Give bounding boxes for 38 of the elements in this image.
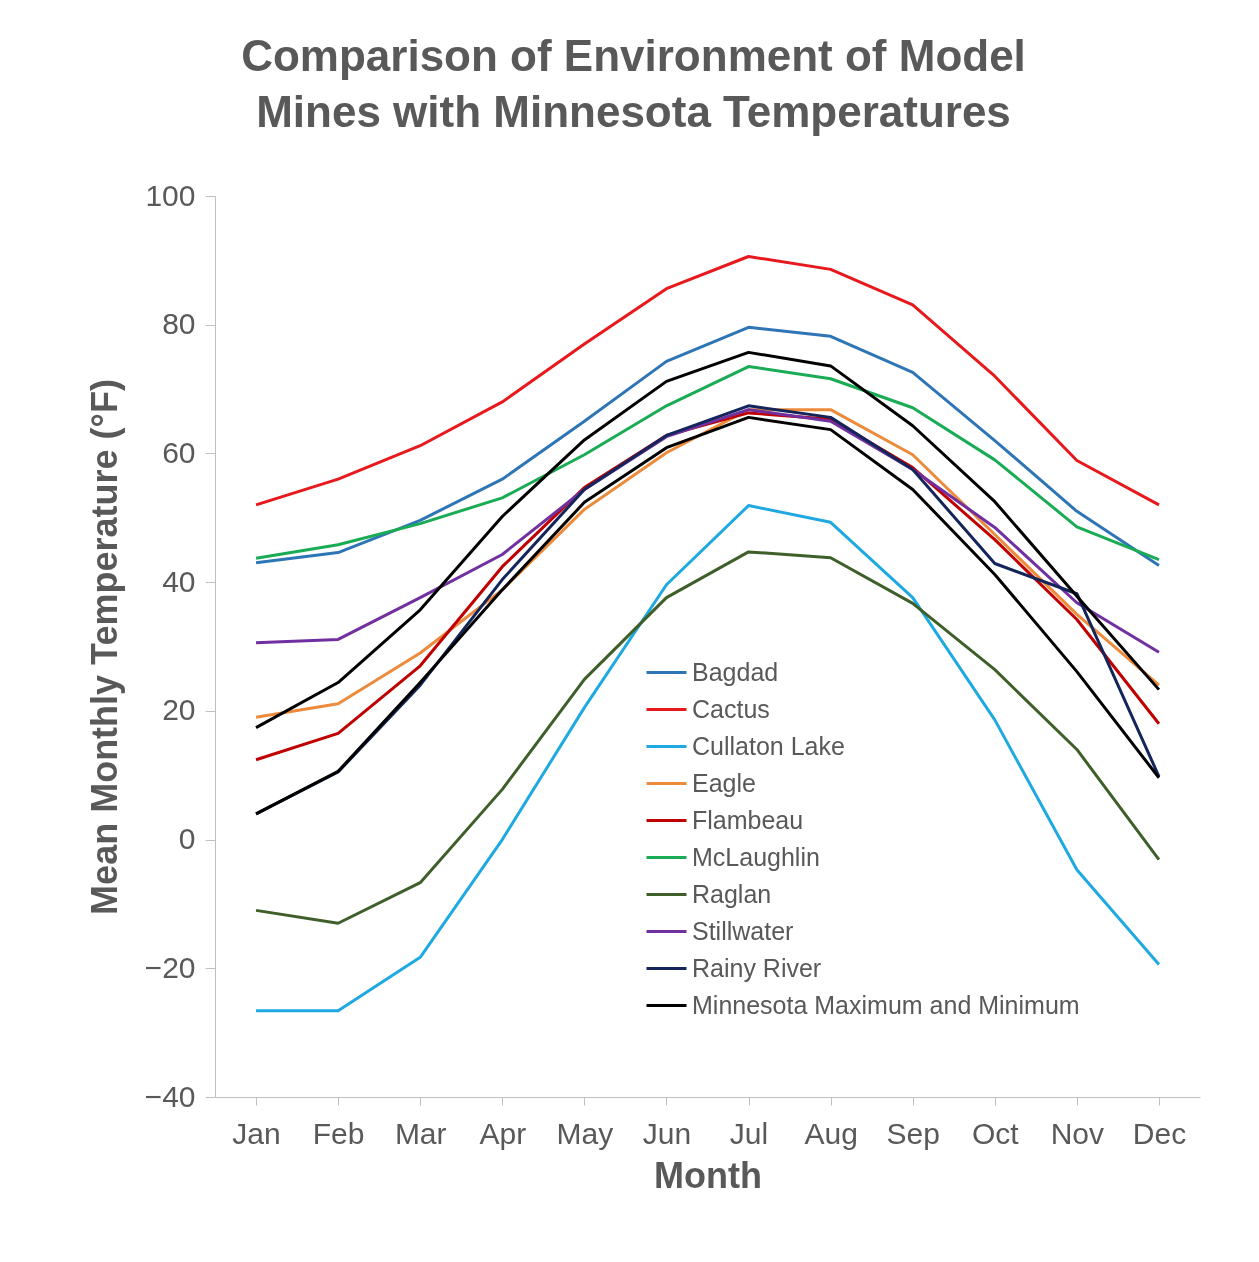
line-series	[254, 504, 1161, 1013]
x-tick-label: Aug	[804, 1116, 858, 1150]
legend-label: Rainy River	[692, 953, 822, 982]
x-tick-label: May	[556, 1116, 614, 1150]
x-tick-label: Oct	[971, 1116, 1020, 1150]
y-tick-label: 80	[162, 307, 196, 341]
x-tick-label: Apr	[479, 1116, 527, 1150]
line-series	[254, 365, 1161, 562]
legend-label: Stillwater	[692, 916, 794, 945]
x-tick-label: Mar	[394, 1116, 447, 1150]
x-tick-label: Sep	[886, 1116, 940, 1150]
x-axis-title: Month	[654, 1154, 762, 1196]
legend-label: Cullaton Lake	[692, 731, 845, 760]
x-tick-label: Jul	[729, 1116, 769, 1150]
y-tick-label: 20	[162, 693, 196, 727]
y-tick-label: 60	[162, 435, 196, 469]
y-tick-label: 100	[145, 178, 196, 212]
y-tick-label: −40	[144, 1079, 196, 1113]
legend-label: McLaughlin	[692, 842, 820, 871]
line-series	[254, 255, 1161, 507]
x-tick-label: Jun	[642, 1116, 692, 1150]
chart-title: Comparison of Environment of Model Mines with Minnesota Temperatures	[241, 31, 1026, 136]
legend-label: Raglan	[692, 879, 772, 908]
legend-label: Eagle	[692, 768, 756, 797]
line-series	[254, 325, 1161, 567]
x-tick-label: Feb	[312, 1116, 365, 1150]
line-series	[254, 350, 1161, 730]
legend-label: Minnesota Maximum and Minimum	[692, 990, 1080, 1019]
legend-label: Flambeau	[692, 805, 804, 834]
y-tick-label: 40	[162, 564, 196, 598]
legend-label: Cactus	[692, 694, 770, 723]
y-axis-title: Mean Monthly Temperature (°F)	[83, 379, 125, 915]
x-tick-label: Nov	[1050, 1116, 1105, 1150]
x-tick-label: Dec	[1132, 1116, 1187, 1150]
x-tick-label: Jan	[232, 1116, 281, 1150]
legend-label: Bagdad	[692, 657, 779, 686]
y-tick-label: −20	[144, 950, 196, 984]
y-tick-label: 0	[178, 822, 196, 856]
